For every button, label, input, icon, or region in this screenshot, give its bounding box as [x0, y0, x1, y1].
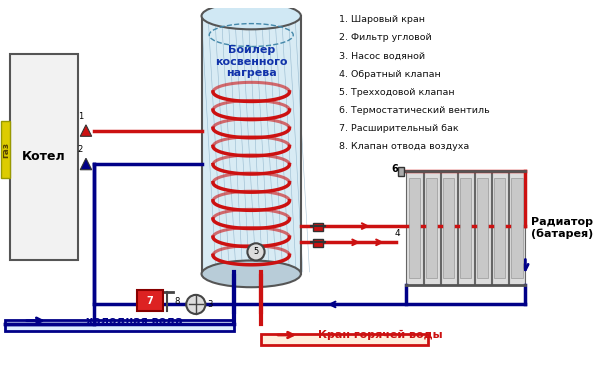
Bar — [460, 178, 472, 278]
Bar — [424, 171, 440, 285]
Text: 7. Расширительный бак: 7. Расширительный бак — [339, 124, 459, 133]
Ellipse shape — [202, 260, 301, 287]
Text: 7: 7 — [146, 296, 154, 306]
Bar — [409, 178, 420, 278]
Text: газ: газ — [1, 142, 10, 158]
Bar — [10, 54, 79, 260]
Text: Котел: Котел — [22, 150, 66, 163]
Bar — [1, 121, 10, 178]
Text: 1. Шаровый кран: 1. Шаровый кран — [339, 15, 425, 24]
Text: холодная вода: холодная вода — [86, 316, 183, 326]
Bar — [492, 171, 508, 285]
Bar — [443, 178, 454, 278]
Bar — [137, 290, 163, 311]
Polygon shape — [80, 125, 92, 136]
Bar — [202, 16, 301, 274]
Text: 8: 8 — [175, 297, 180, 306]
Circle shape — [247, 243, 265, 260]
Text: 4: 4 — [395, 229, 400, 238]
Bar — [475, 171, 491, 285]
Text: 4. Обратный клапан: 4. Обратный клапан — [339, 70, 441, 79]
Bar — [313, 239, 323, 247]
Text: 5: 5 — [253, 247, 259, 256]
Text: Бойлер
косвенного
нагрева: Бойлер косвенного нагрева — [215, 45, 287, 78]
Bar — [406, 171, 422, 285]
Text: 8. Клапан отвода воздуха: 8. Клапан отвода воздуха — [339, 142, 469, 151]
Circle shape — [186, 295, 205, 314]
Text: Радиатор
(батарея): Радиатор (батарея) — [531, 217, 593, 239]
Bar — [458, 171, 474, 285]
Bar — [494, 178, 505, 278]
Bar — [261, 334, 428, 345]
Text: 2: 2 — [77, 145, 83, 154]
Bar — [511, 178, 523, 278]
Ellipse shape — [202, 3, 301, 29]
Text: Кран горячей воды: Кран горячей воды — [318, 330, 443, 340]
Text: 5. Трехходовой клапан: 5. Трехходовой клапан — [339, 88, 455, 97]
Bar — [426, 178, 437, 278]
Polygon shape — [80, 158, 92, 170]
Bar — [509, 171, 525, 285]
Bar — [440, 171, 457, 285]
Bar — [313, 223, 323, 231]
Bar — [5, 320, 234, 331]
Text: 3: 3 — [207, 300, 212, 309]
Text: 6: 6 — [391, 164, 398, 174]
Text: 1: 1 — [77, 112, 83, 121]
Bar — [398, 167, 404, 177]
Text: 2. Фильтр угловой: 2. Фильтр угловой — [339, 33, 432, 42]
Text: 6. Термостатический вентиль: 6. Термостатический вентиль — [339, 106, 490, 115]
Text: 3. Насос водяной: 3. Насос водяной — [339, 52, 425, 60]
Bar — [477, 178, 488, 278]
